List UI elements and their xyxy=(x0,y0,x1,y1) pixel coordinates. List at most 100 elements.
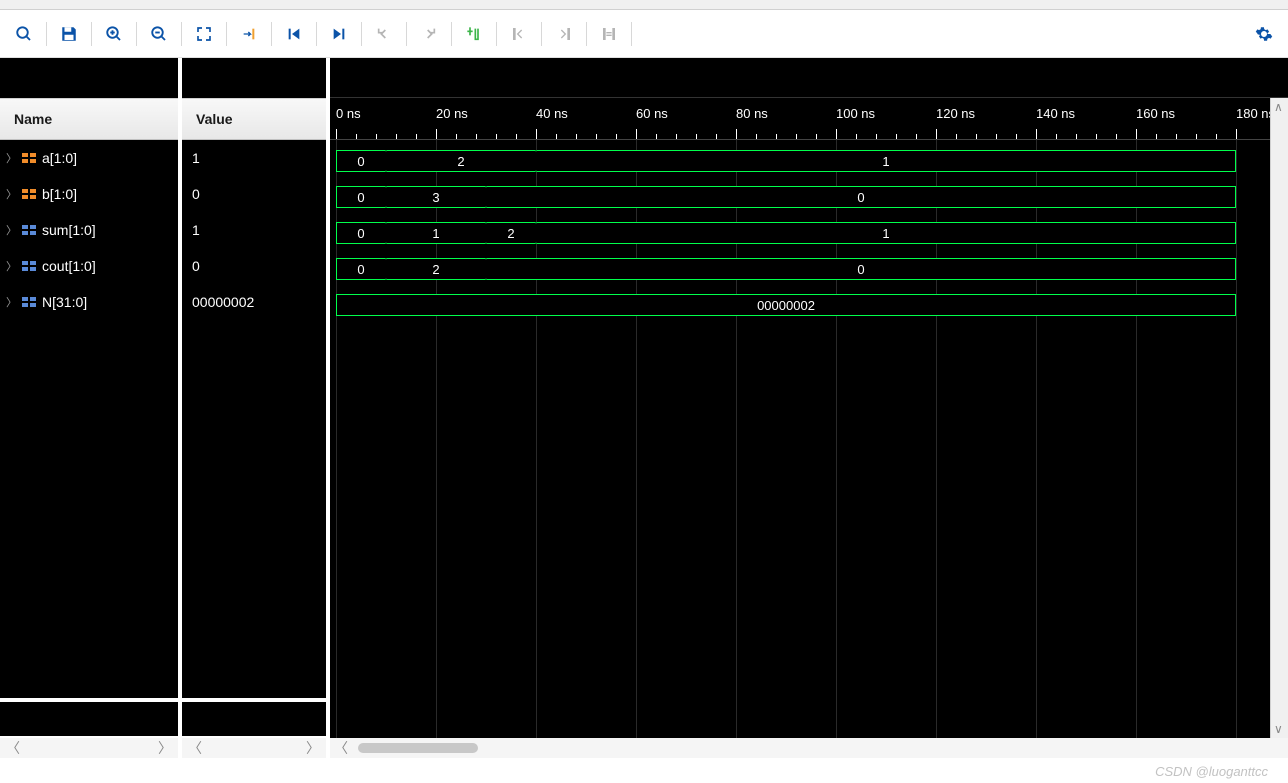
prev-transition-icon[interactable] xyxy=(368,18,400,50)
settings-gear-icon[interactable] xyxy=(1248,18,1280,50)
waveform-segment[interactable]: 0 xyxy=(486,186,1236,208)
waveform-segment[interactable]: 3 xyxy=(386,186,486,208)
waveform-row[interactable]: 030 xyxy=(330,180,1270,216)
signal-row[interactable]: 〉 sum[1:0] xyxy=(0,212,178,248)
go-start-icon[interactable] xyxy=(278,18,310,50)
name-panel-top-gap xyxy=(0,58,178,98)
ruler-label: 0 ns xyxy=(336,106,361,121)
ruler-label: 140 ns xyxy=(1036,106,1075,121)
bus-icon xyxy=(20,295,38,309)
value-panel-hscroll[interactable]: 〈〉 xyxy=(182,738,326,758)
waveform-segment[interactable]: 1 xyxy=(386,222,486,244)
waveform-segment[interactable]: 1 xyxy=(536,150,1236,172)
signal-value-row[interactable]: 1 xyxy=(182,212,326,248)
swap-markers-icon[interactable] xyxy=(593,18,625,50)
waveform-row[interactable]: 00000002 xyxy=(330,288,1270,324)
toolbar-separator xyxy=(136,22,137,46)
toolbar-separator xyxy=(406,22,407,46)
waveform-row[interactable]: 020 xyxy=(330,252,1270,288)
go-end-icon[interactable] xyxy=(323,18,355,50)
toolbar-separator xyxy=(226,22,227,46)
signal-row[interactable]: 〉 b[1:0] xyxy=(0,176,178,212)
ruler-label: 40 ns xyxy=(536,106,568,121)
name-panel-bottom-gap xyxy=(0,698,178,738)
expand-icon[interactable]: 〉 xyxy=(6,186,20,202)
prev-marker-icon[interactable] xyxy=(503,18,535,50)
value-panel-top-gap xyxy=(182,58,326,98)
tab-bar-gap xyxy=(0,0,1288,10)
signal-value-row[interactable]: 1 xyxy=(182,140,326,176)
watermark: CSDN @luoganttcc xyxy=(1155,764,1268,779)
name-panel-hscroll[interactable]: 〈〉 xyxy=(0,738,178,758)
toolbar xyxy=(0,10,1288,58)
toolbar-separator xyxy=(361,22,362,46)
toolbar-separator xyxy=(631,22,632,46)
expand-icon[interactable]: 〉 xyxy=(6,150,20,166)
expand-icon[interactable]: 〉 xyxy=(6,222,20,238)
bus-icon xyxy=(20,223,38,237)
signal-row[interactable]: 〉N[31:0] xyxy=(0,284,178,320)
signal-value-row[interactable]: 0 xyxy=(182,248,326,284)
waveform-segment[interactable]: 0 xyxy=(336,150,386,172)
signal-name-label: a[1:0] xyxy=(42,150,77,166)
bus-icon xyxy=(20,187,38,201)
waveform-segment[interactable]: 0 xyxy=(336,258,386,280)
waveform-vscroll[interactable]: ∧ ∨ xyxy=(1270,98,1288,738)
signal-name-label: sum[1:0] xyxy=(42,222,96,238)
ruler-label: 20 ns xyxy=(436,106,468,121)
hscroll-left-arrow[interactable]: 〈 xyxy=(330,738,352,758)
goto-cursor-icon[interactable] xyxy=(233,18,265,50)
signal-value-label: 1 xyxy=(192,222,200,238)
zoom-fit-icon[interactable] xyxy=(188,18,220,50)
bus-icon xyxy=(20,259,38,273)
signal-value-label: 0 xyxy=(192,186,200,202)
toolbar-separator xyxy=(181,22,182,46)
waveform-segment[interactable]: 00000002 xyxy=(336,294,1236,316)
name-column-header[interactable]: Name xyxy=(0,98,178,140)
signal-value-label: 1 xyxy=(192,150,200,166)
waveform-segment[interactable]: 1 xyxy=(536,222,1236,244)
wave-top-gap xyxy=(330,58,1288,98)
expand-icon[interactable]: 〉 xyxy=(6,258,20,274)
toolbar-separator xyxy=(46,22,47,46)
waveform-body[interactable]: 021030012102000000002 xyxy=(330,140,1270,738)
signal-list-panel: Name 〉 a[1:0] 〉 b[1:0] 〉 sum[1:0] 〉 cout[1:0] 〉N… xyxy=(0,58,330,758)
search-icon[interactable] xyxy=(8,18,40,50)
signal-name-label: cout[1:0] xyxy=(42,258,96,274)
next-marker-icon[interactable] xyxy=(548,18,580,50)
signal-name-label: b[1:0] xyxy=(42,186,77,202)
add-marker-icon[interactable] xyxy=(458,18,490,50)
zoom-out-icon[interactable] xyxy=(143,18,175,50)
signal-value-row[interactable]: 0 xyxy=(182,176,326,212)
zoom-in-icon[interactable] xyxy=(98,18,130,50)
toolbar-separator xyxy=(316,22,317,46)
ruler-label: 100 ns xyxy=(836,106,875,121)
toolbar-separator xyxy=(586,22,587,46)
waveform-area[interactable]: 0 ns20 ns40 ns60 ns80 ns100 ns120 ns140 … xyxy=(330,98,1270,738)
waveform-segment[interactable]: 0 xyxy=(336,186,386,208)
waveform-segment[interactable]: 2 xyxy=(386,258,486,280)
waveform-row[interactable]: 0121 xyxy=(330,216,1270,252)
hscroll-thumb[interactable] xyxy=(358,743,478,753)
ruler-label: 60 ns xyxy=(636,106,668,121)
time-ruler[interactable]: 0 ns20 ns40 ns60 ns80 ns100 ns120 ns140 … xyxy=(330,98,1270,140)
waveform-row[interactable]: 021 xyxy=(330,144,1270,180)
value-panel-bottom-gap xyxy=(182,698,326,738)
waveform-segment[interactable]: 0 xyxy=(336,222,386,244)
signal-row[interactable]: 〉 cout[1:0] xyxy=(0,248,178,284)
toolbar-separator xyxy=(451,22,452,46)
name-rows: 〉 a[1:0] 〉 b[1:0] 〉 sum[1:0] 〉 cout[1:0] 〉N[31:0… xyxy=(0,140,178,698)
save-icon[interactable] xyxy=(53,18,85,50)
ruler-label: 180 ns xyxy=(1236,106,1270,121)
value-column-header[interactable]: Value xyxy=(182,98,326,140)
signal-value-row[interactable]: 00000002 xyxy=(182,284,326,320)
waveform-segment[interactable]: 2 xyxy=(386,150,536,172)
waveform-segment[interactable]: 0 xyxy=(486,258,1236,280)
expand-icon[interactable]: 〉 xyxy=(6,294,20,310)
waveform-segment[interactable]: 2 xyxy=(486,222,536,244)
signal-row[interactable]: 〉 a[1:0] xyxy=(0,140,178,176)
next-transition-icon[interactable] xyxy=(413,18,445,50)
value-rows: 101000000002 xyxy=(182,140,326,698)
waveform-hscroll[interactable]: 〈 xyxy=(330,738,1288,758)
waveform-panel: 0 ns20 ns40 ns60 ns80 ns100 ns120 ns140 … xyxy=(330,58,1288,758)
